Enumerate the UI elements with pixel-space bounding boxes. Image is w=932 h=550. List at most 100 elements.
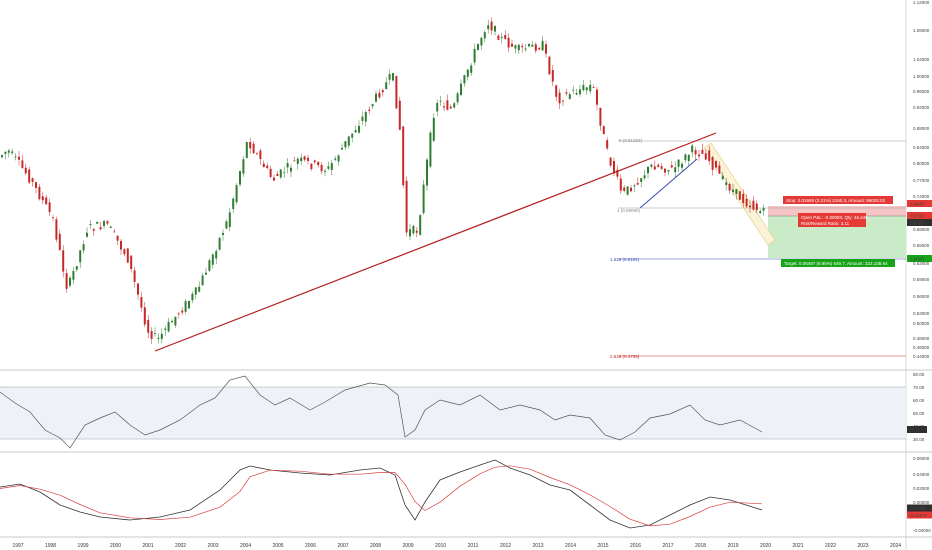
price-tick-label: 0.77000 (913, 178, 930, 183)
macd-tick-label: 0.02000 (913, 486, 930, 491)
candle-body (422, 184, 425, 213)
candle-body (531, 44, 534, 47)
candle-body (218, 237, 221, 250)
candle-body (143, 307, 146, 325)
candle-body (358, 125, 360, 133)
candle-body (674, 167, 677, 173)
candle-body (300, 157, 303, 162)
candle-body (52, 217, 54, 219)
stop-label: Stop: 0.01659 (3.21%) 2160.3, Amount: 86… (786, 198, 886, 203)
price-axis[interactable]: 1.12000 1.08000 1.04000 1.00000 0.96000 0.920… (913, 0, 930, 359)
long-trendline[interactable] (154, 132, 717, 352)
candle-body (691, 145, 694, 153)
candle-body (514, 45, 517, 49)
macd-tick-label: 0.00000 (913, 500, 930, 505)
candle-body (589, 84, 592, 92)
candle-body (528, 43, 530, 47)
time-tick-label: 2022 (825, 543, 836, 549)
price-tick-label: 1.04000 (913, 57, 930, 62)
price-pane[interactable] (0, 0, 906, 370)
time-tick-label: 2011 (468, 543, 479, 549)
price-tick-label: 0.59000 (913, 277, 930, 282)
macd-tick-label: -0.04000 (913, 528, 931, 533)
rsi-value-badge-text: 35.11 (909, 428, 920, 433)
candle-body (266, 165, 269, 168)
macd-value-badge-text: -0.01865 (909, 506, 927, 511)
candle-body (65, 273, 68, 289)
candle-body (62, 250, 65, 272)
candle-body (429, 132, 432, 167)
candle-body (296, 158, 299, 164)
candle-body (150, 331, 153, 339)
candle-body (453, 103, 456, 108)
candle-body (483, 32, 486, 39)
price-tick-label: 0.46000 (913, 345, 930, 350)
price-badge-text: 0.6658 (910, 221, 924, 226)
candle-body (330, 163, 333, 170)
candle-body (660, 166, 663, 169)
candle-body (273, 177, 275, 181)
candle-body (721, 175, 724, 180)
candle-body (704, 153, 707, 160)
price-tick-label: 0.80000 (913, 161, 930, 166)
candle-body (225, 221, 228, 229)
macd-tick-label: 0.06000 (913, 456, 930, 461)
price-tick-label: 0.50000 (913, 321, 930, 326)
candle-body (82, 244, 85, 251)
target-label-box (781, 259, 895, 267)
candle-body (28, 169, 31, 183)
candle-body (242, 159, 245, 174)
time-tick-label: 2017 (662, 543, 673, 549)
candle-body (45, 197, 48, 205)
candle-body (541, 40, 544, 51)
candle-body (205, 272, 207, 275)
candle-body (626, 186, 629, 195)
short-trendline[interactable] (639, 158, 698, 209)
candle-body (375, 93, 377, 102)
macd-axis: 0.060000.040000.020000.00000-0.02000-0.0… (907, 456, 932, 533)
candle-body (538, 47, 541, 50)
fib-label-2618: 2.618 (0.4735) (610, 354, 640, 359)
candle-body (215, 251, 218, 259)
candle-body (752, 200, 755, 210)
candle-body (123, 249, 126, 255)
price-tick-label: 0.96000 (913, 89, 930, 94)
price-tick-label: 1.08000 (913, 28, 930, 33)
candle-body (126, 248, 129, 263)
macd-value-badge (907, 511, 932, 519)
candle-body (487, 25, 490, 30)
candle-body (347, 136, 350, 146)
time-tick-label: 2020 (760, 543, 771, 549)
time-tick-label: 2015 (597, 543, 608, 549)
candle-body (630, 187, 632, 192)
candle-body (517, 44, 520, 51)
rsi-tick-label: 50.00 (913, 411, 925, 416)
candle-body (21, 160, 24, 168)
time-tick-label: 2004 (240, 543, 251, 549)
candle-body (640, 178, 643, 182)
candle-body (432, 117, 435, 141)
time-tick-label: 1997 (12, 543, 23, 549)
candle-body (575, 92, 578, 95)
time-axis[interactable]: 1997 1998 1999 2000 2001 2002 2003 2004 2005 2006… (12, 543, 901, 549)
time-tick-label: 2006 (305, 543, 316, 549)
candle-body (211, 254, 214, 265)
candle-body (96, 221, 99, 224)
candle-body (89, 224, 92, 226)
price-tick-label: 1.12000 (913, 0, 930, 5)
rsi-tick-label: 30.00 (913, 437, 925, 442)
candle-body (160, 333, 163, 339)
macd-line (0, 459, 763, 529)
time-tick-label: 1999 (77, 543, 88, 549)
candle-body (511, 43, 513, 47)
target-label: Target: 0.06497 (9.95%) 649.7, Amount: 2… (784, 261, 888, 266)
candle-body (568, 94, 571, 99)
candle-body (262, 163, 265, 168)
macd-value-badge (907, 504, 932, 512)
candle-body (249, 141, 252, 149)
price-tick-label: 0.56000 (913, 294, 930, 299)
price-badge (907, 212, 932, 219)
candle-body (759, 211, 762, 214)
candle-body (69, 277, 71, 286)
